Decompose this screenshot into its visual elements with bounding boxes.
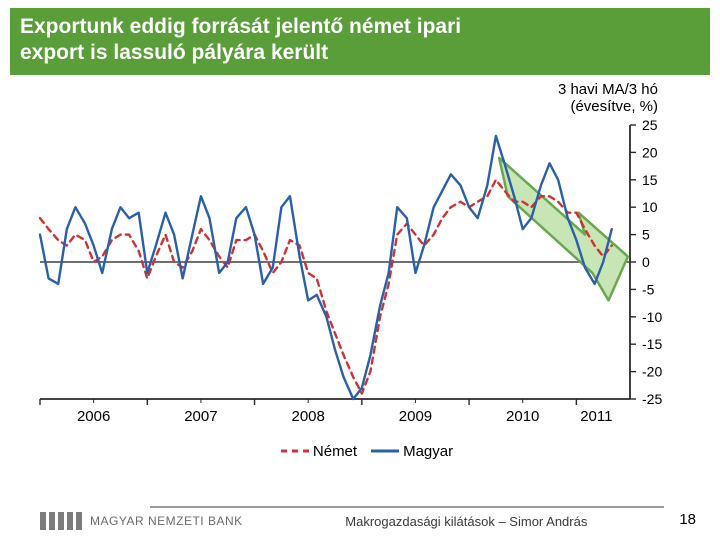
legend: Német Magyar (0, 443, 720, 461)
svg-text:15: 15 (642, 171, 658, 187)
svg-text:2011: 2011 (580, 408, 612, 425)
svg-text:2009: 2009 (399, 408, 432, 425)
svg-text:5: 5 (642, 226, 650, 242)
page-number: 18 (679, 511, 696, 528)
line-chart-svg: -25 -20 -15 -10 -5 0 5 10 15 20 25 2006 2007 2008 200… (30, 81, 700, 441)
svg-text:-5: -5 (642, 281, 655, 297)
svg-text:2008: 2008 (291, 408, 324, 425)
footer-caption: Makrogazdasági kilátások – Simor András (243, 514, 720, 529)
footer: MAGYAR NEMZETI BANK Makrogazdasági kilát… (0, 506, 720, 530)
bank-logo: MAGYAR NEMZETI BANK (40, 512, 243, 530)
slide-title: Exportunk eddig forrását jelentő német i… (20, 14, 700, 67)
bank-name: MAGYAR NEMZETI BANK (90, 514, 243, 528)
svg-text:2006: 2006 (77, 408, 110, 425)
chart-area: 3 havi MA/3 hó (évesítve, %) -25-20-15-1… (30, 81, 700, 441)
title-line-1: Exportunk eddig forrását jelentő német i… (20, 15, 461, 38)
legend-swatch-magyar (371, 443, 399, 460)
svg-text:25: 25 (642, 117, 658, 133)
title-line-2: export is lassuló pályára került (20, 41, 328, 64)
svg-text:-10: -10 (642, 308, 662, 324)
logo-bars-icon (40, 512, 82, 530)
svg-text:10: 10 (642, 199, 658, 215)
svg-text:-20: -20 (642, 363, 662, 379)
legend-label-magyar: Magyar (403, 443, 453, 460)
svg-text:0: 0 (642, 254, 650, 270)
svg-text:-25: -25 (642, 391, 662, 407)
svg-text:-15: -15 (642, 336, 662, 352)
svg-text:2007: 2007 (184, 408, 217, 425)
svg-text:20: 20 (642, 144, 658, 160)
legend-label-nemet: Német (313, 443, 357, 460)
legend-swatch-nemet (281, 443, 309, 460)
title-band: Exportunk eddig forrását jelentő német i… (10, 8, 710, 75)
svg-text:2010: 2010 (506, 408, 539, 425)
